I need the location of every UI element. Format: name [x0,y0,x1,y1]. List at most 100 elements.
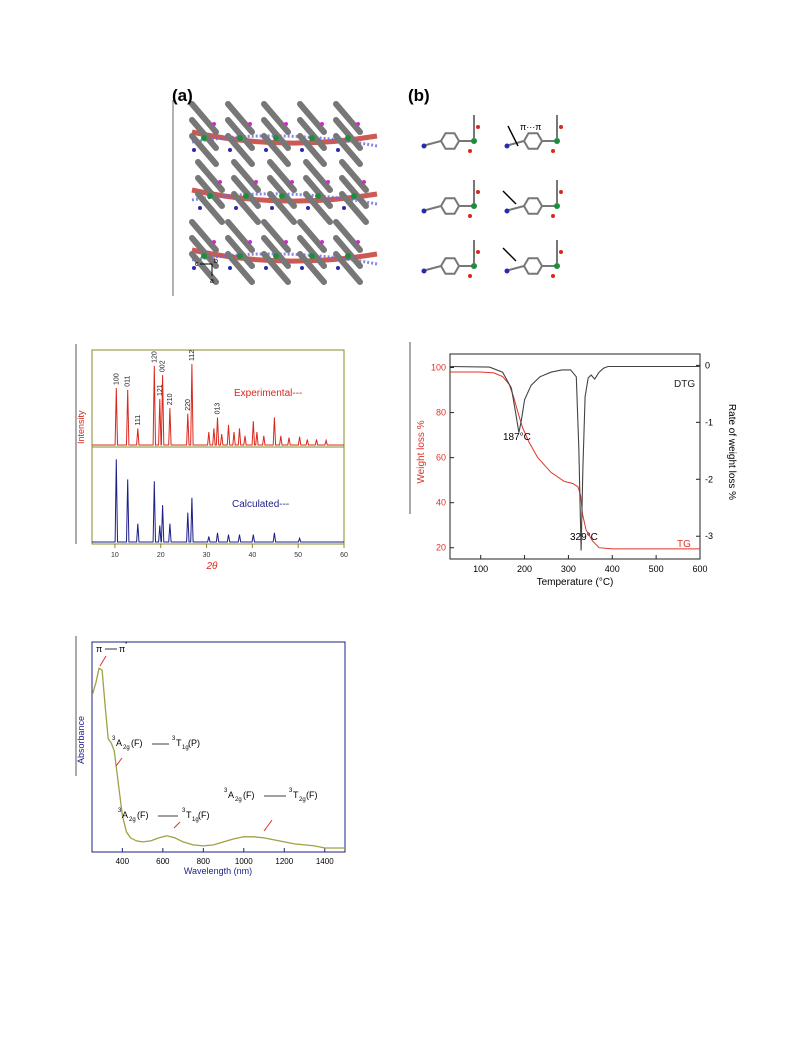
ligand-rod [195,175,225,209]
ligand-rod [267,191,297,225]
dtg-legend: DTG [674,379,695,390]
tga-ytick-label: 80 [436,408,446,418]
tga-y2tick-label: -1 [705,417,713,427]
svg-text:3: 3 [289,788,293,794]
metal-node [201,135,207,141]
aromatic-ring [439,257,461,275]
metal-node [243,193,249,199]
annotation-t2f: 3 A 2g (F) 3 T 2g (F) [224,788,318,832]
xrd-hkl-label: 121 [157,384,164,396]
svg-text:A: A [122,810,128,820]
bond [508,265,525,271]
uv-xlabel: Wavelength (nm) [184,866,252,876]
peak-187-label: 187°C [503,432,531,443]
xrd-hkl-label: 100 [113,373,120,385]
atom-dot [559,190,563,194]
ligand-rod [333,133,363,167]
atom-dot [300,266,304,270]
ligand-rod [225,251,255,285]
ligand-rod [297,251,327,285]
metal-node [273,135,279,141]
dtg-curve [449,365,700,551]
atom-dot [476,250,480,254]
stacking-arrow [507,125,519,147]
ligand-rod [333,219,363,253]
ligand-rod [225,219,255,253]
svg-text:(F): (F) [306,790,318,800]
atom-dot [264,148,268,152]
atom-dot [362,180,366,184]
ligand-rod [189,235,219,269]
svg-text:T: T [186,810,192,820]
ligand-rod [303,175,333,209]
metal-node [345,135,351,141]
atom-dot [212,122,216,126]
axis-indicator: c b a [195,258,218,285]
xrd-hkl-label: 112 [189,350,196,361]
svg-text:3: 3 [182,808,186,814]
atom-dot [342,206,346,210]
aromatic-ring [522,257,544,275]
ligand-rod [225,133,255,167]
ligand-rod [231,175,261,209]
stacking-arrow [502,247,517,262]
atom-dot [421,268,427,274]
pi-end: π [119,644,125,654]
tga-xlabel: Temperature (°C) [537,577,614,588]
figure-b-label: (b) [408,86,430,105]
atom-dot [284,240,288,244]
aromatic-ring [522,132,544,150]
atom-dot [468,214,472,218]
atom-dot [218,180,222,184]
xrd-hkl-label: 011 [125,376,132,387]
tga-xtick-label: 100 [473,564,488,574]
xrd-calculated-legend: Calculated--- [232,499,289,510]
tga-xtick-label: 500 [649,564,664,574]
ligand-rod [261,235,291,269]
annotation-pi: π π * [96,642,128,667]
ligand-rod [261,117,291,151]
ligand-rod [261,219,291,253]
atom-dot [254,180,258,184]
xrd-hkl-label: 220 [185,399,192,411]
tga-y2tick-label: -2 [705,474,713,484]
svg-text:2g: 2g [129,817,136,823]
hbond-band [191,252,378,266]
ligand-rod [231,159,261,193]
figure-a-panel: (a) c b a [172,86,382,296]
atom-dot [234,206,238,210]
peak-329-label: 329°C [570,532,598,543]
atom-dot [559,250,563,254]
xrd-tick-label: 60 [340,552,348,559]
svg-text:1g: 1g [182,745,189,751]
metal-node [309,135,315,141]
atom-dot [336,266,340,270]
tga-xtick-label: 400 [605,564,620,574]
tga-chart-svg: 100 200 300 400 500 600 20 40 60 80 100 0 -1 -2 -3 DTG… [409,342,737,588]
svg-text:(F): (F) [243,790,255,800]
xrd-experimental-legend: Experimental--- [234,388,302,399]
atom-dot [212,240,216,244]
xrd-pattern [92,363,344,446]
pi-pi-label: π···π [520,122,541,132]
xrd-hkl-label: 002 [160,360,167,372]
annotation-t1p: 3 A 2g (F) 3 T 1g (P) [112,736,200,767]
atom-dot [320,122,324,126]
svg-text:2g: 2g [123,745,130,751]
atom-dot [476,190,480,194]
xrd-hkl-label: 120 [151,351,158,363]
atom-dot [228,266,232,270]
metal-node [345,253,351,259]
atom-dot [228,148,232,152]
metal-node [471,263,477,269]
ligand-rod [261,133,291,167]
axis-b-label: b [214,258,218,265]
svg-text:3: 3 [172,736,176,742]
atom-dot [320,240,324,244]
xrd-tick-label: 30 [203,552,211,559]
tga-y2label: Rate of weight loss % [726,404,737,500]
metal-node [471,138,477,144]
ligand-rod [333,235,363,269]
uv-ylabel: Absorbance [76,716,86,764]
tga-ytick-label: 20 [436,543,446,553]
